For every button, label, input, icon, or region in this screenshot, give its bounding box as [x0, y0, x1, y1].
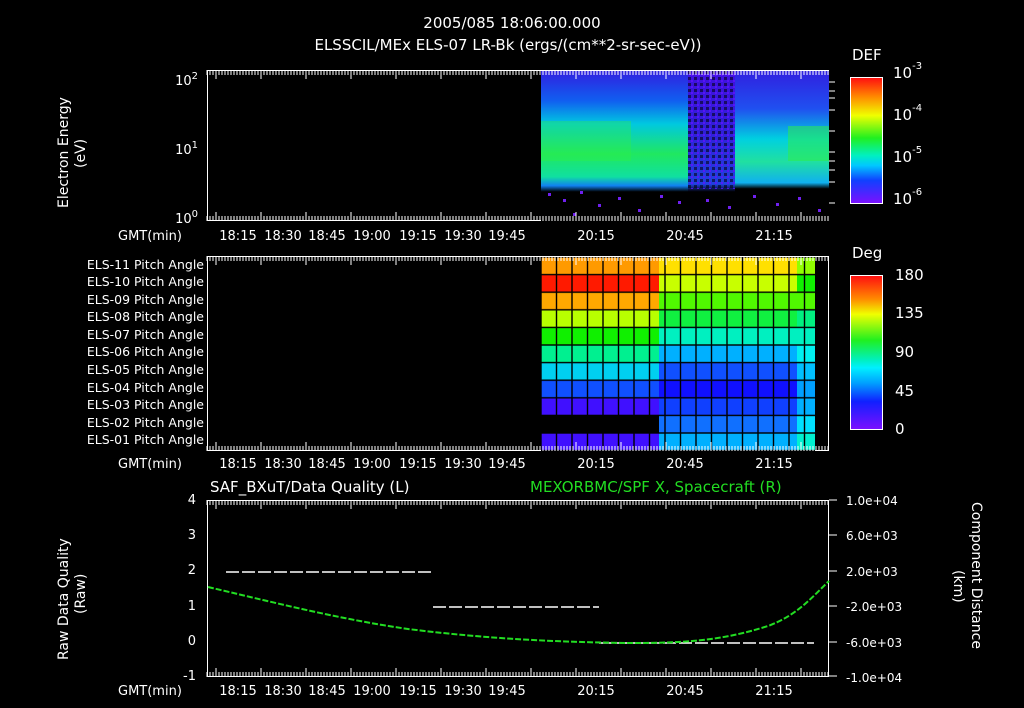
ytick-left: 0: [187, 634, 196, 649]
xtick: 21:15: [755, 229, 793, 244]
panel3-left-title: SAF_BXuT/Data Quality (L): [210, 478, 410, 496]
xtick: 18:15: [219, 457, 257, 472]
colorbar1-tick-1e-4: 10-4: [893, 103, 923, 124]
xtick: 18:45: [308, 684, 346, 699]
panel1-ytick-1: 100: [175, 209, 198, 227]
time-tick-marks: [206, 256, 829, 451]
row-label-els01: ELS-01 Pitch Angle: [86, 432, 204, 447]
xtick: 19:15: [399, 229, 437, 244]
xtick: 18:45: [308, 229, 346, 244]
colorbar1-tick-1e-5: 10-5: [893, 145, 923, 166]
colorbar2-tick-135: 135: [895, 304, 924, 322]
panel1-ytick-100: 102: [175, 71, 198, 89]
row-label-els05: ELS-05 Pitch Angle: [86, 362, 204, 377]
xtick: 20:15: [577, 229, 615, 244]
row-label-els09: ELS-09 Pitch Angle: [86, 292, 204, 307]
colorbar2-tick-180: 180: [895, 266, 924, 284]
ytick-right: 2.0e+03: [846, 565, 898, 579]
colorbar2-tick-90: 90: [895, 343, 915, 361]
xtick: 20:15: [577, 684, 615, 699]
xtick: 19:45: [488, 684, 526, 699]
ytick-right: 1.0e+04: [846, 494, 898, 508]
xtick: 21:15: [755, 684, 793, 699]
data-quality-series: [226, 571, 814, 644]
xtick: 19:30: [444, 229, 482, 244]
panel1-right-ticks: [829, 81, 835, 204]
xtick: 20:15: [577, 457, 615, 472]
row-label-els06: ELS-06 Pitch Angle: [86, 344, 204, 359]
xtick: 19:45: [488, 229, 526, 244]
panel3-yunit-right: (km): [950, 570, 966, 603]
row-label-els11: ELS-11 Pitch Angle: [86, 257, 204, 272]
panel3-xlabel: GMT(min): [118, 684, 182, 699]
data-quality-line-plot: [207, 571, 830, 645]
ytick-left: 4: [187, 493, 196, 508]
panel3-yunit-left: (Raw): [73, 573, 89, 614]
spacecraft-x-series: [207, 580, 830, 645]
xtick: 19:00: [353, 229, 391, 244]
xtick: 18:15: [219, 684, 257, 699]
row-label-els04: ELS-04 Pitch Angle: [86, 380, 204, 395]
time-tick-marks: [206, 70, 829, 221]
row-label-els03: ELS-03 Pitch Angle: [86, 397, 204, 412]
colorbar1-title: DEF: [852, 46, 882, 64]
xtick: 20:45: [666, 684, 704, 699]
panel1-ylabel: Electron Energy: [56, 97, 72, 208]
ytick-right: -2.0e+03: [846, 600, 903, 614]
xtick: 19:15: [399, 457, 437, 472]
xtick: 18:45: [308, 457, 346, 472]
panel1-ytick-10: 101: [175, 140, 198, 158]
panel3-right-ticks: [829, 499, 837, 677]
xtick: 20:45: [666, 229, 704, 244]
colorbar2-tick-0: 0: [895, 420, 905, 438]
xtick: 19:00: [353, 684, 391, 699]
xtick: 18:30: [264, 684, 302, 699]
xtick: 18:15: [219, 229, 257, 244]
row-label-els08: ELS-08 Pitch Angle: [86, 309, 204, 324]
xtick: 19:45: [488, 457, 526, 472]
xtick: 21:15: [755, 457, 793, 472]
panel3-ylabel-left: Raw Data Quality: [56, 538, 72, 660]
panel1-xlabel: GMT(min): [118, 229, 182, 244]
colorbar1-tick-1e-6: 10-6: [893, 187, 923, 208]
panel3-right-title: MEXORBMC/SPF X, Spacecraft (R): [530, 478, 782, 496]
row-label-els02: ELS-02 Pitch Angle: [86, 415, 204, 430]
row-label-els07: ELS-07 Pitch Angle: [86, 327, 204, 342]
panel1-yunit: (eV): [73, 138, 89, 168]
ytick-left: 1: [187, 599, 196, 614]
xtick: 19:00: [353, 457, 391, 472]
plot-title: ELSSCIL/MEx ELS-07 LR-Bk (ergs/(cm**2-sr…: [314, 36, 702, 54]
colorbar1-tick-1e-3: 10-3: [893, 61, 923, 82]
row-label-els10: ELS-10 Pitch Angle: [86, 274, 204, 289]
time-tick-marks: [206, 500, 829, 677]
xtick: 18:30: [264, 229, 302, 244]
ytick-right: -1.0e+04: [846, 671, 903, 685]
xtick: 18:30: [264, 457, 302, 472]
ytick-right: -6.0e+03: [846, 636, 903, 650]
def-colorbar: [850, 77, 883, 204]
panel2-xlabel: GMT(min): [118, 457, 182, 472]
ytick-right: 6.0e+03: [846, 529, 898, 543]
energy-spectrogram: [541, 71, 829, 222]
deg-colorbar: [850, 275, 883, 430]
xtick: 19:30: [444, 457, 482, 472]
pitch-angle-heatmap: [541, 257, 815, 452]
colorbar2-tick-45: 45: [895, 382, 915, 400]
xtick: 20:45: [666, 457, 704, 472]
ytick-left: 3: [187, 528, 196, 543]
plot-datetime: 2005/085 18:06:00.000: [423, 14, 601, 32]
colorbar2-title: Deg: [852, 244, 883, 262]
xtick: 19:30: [444, 684, 482, 699]
ytick-left: -1: [183, 669, 196, 684]
pitch-angle-panel: [207, 256, 829, 452]
data-quality-panel: [207, 500, 830, 677]
xtick: 19:15: [399, 684, 437, 699]
ytick-left: 2: [187, 563, 196, 578]
energy-spectrogram-panel: [207, 70, 829, 222]
panel3-ylabel-right: Component Distance: [968, 502, 984, 649]
